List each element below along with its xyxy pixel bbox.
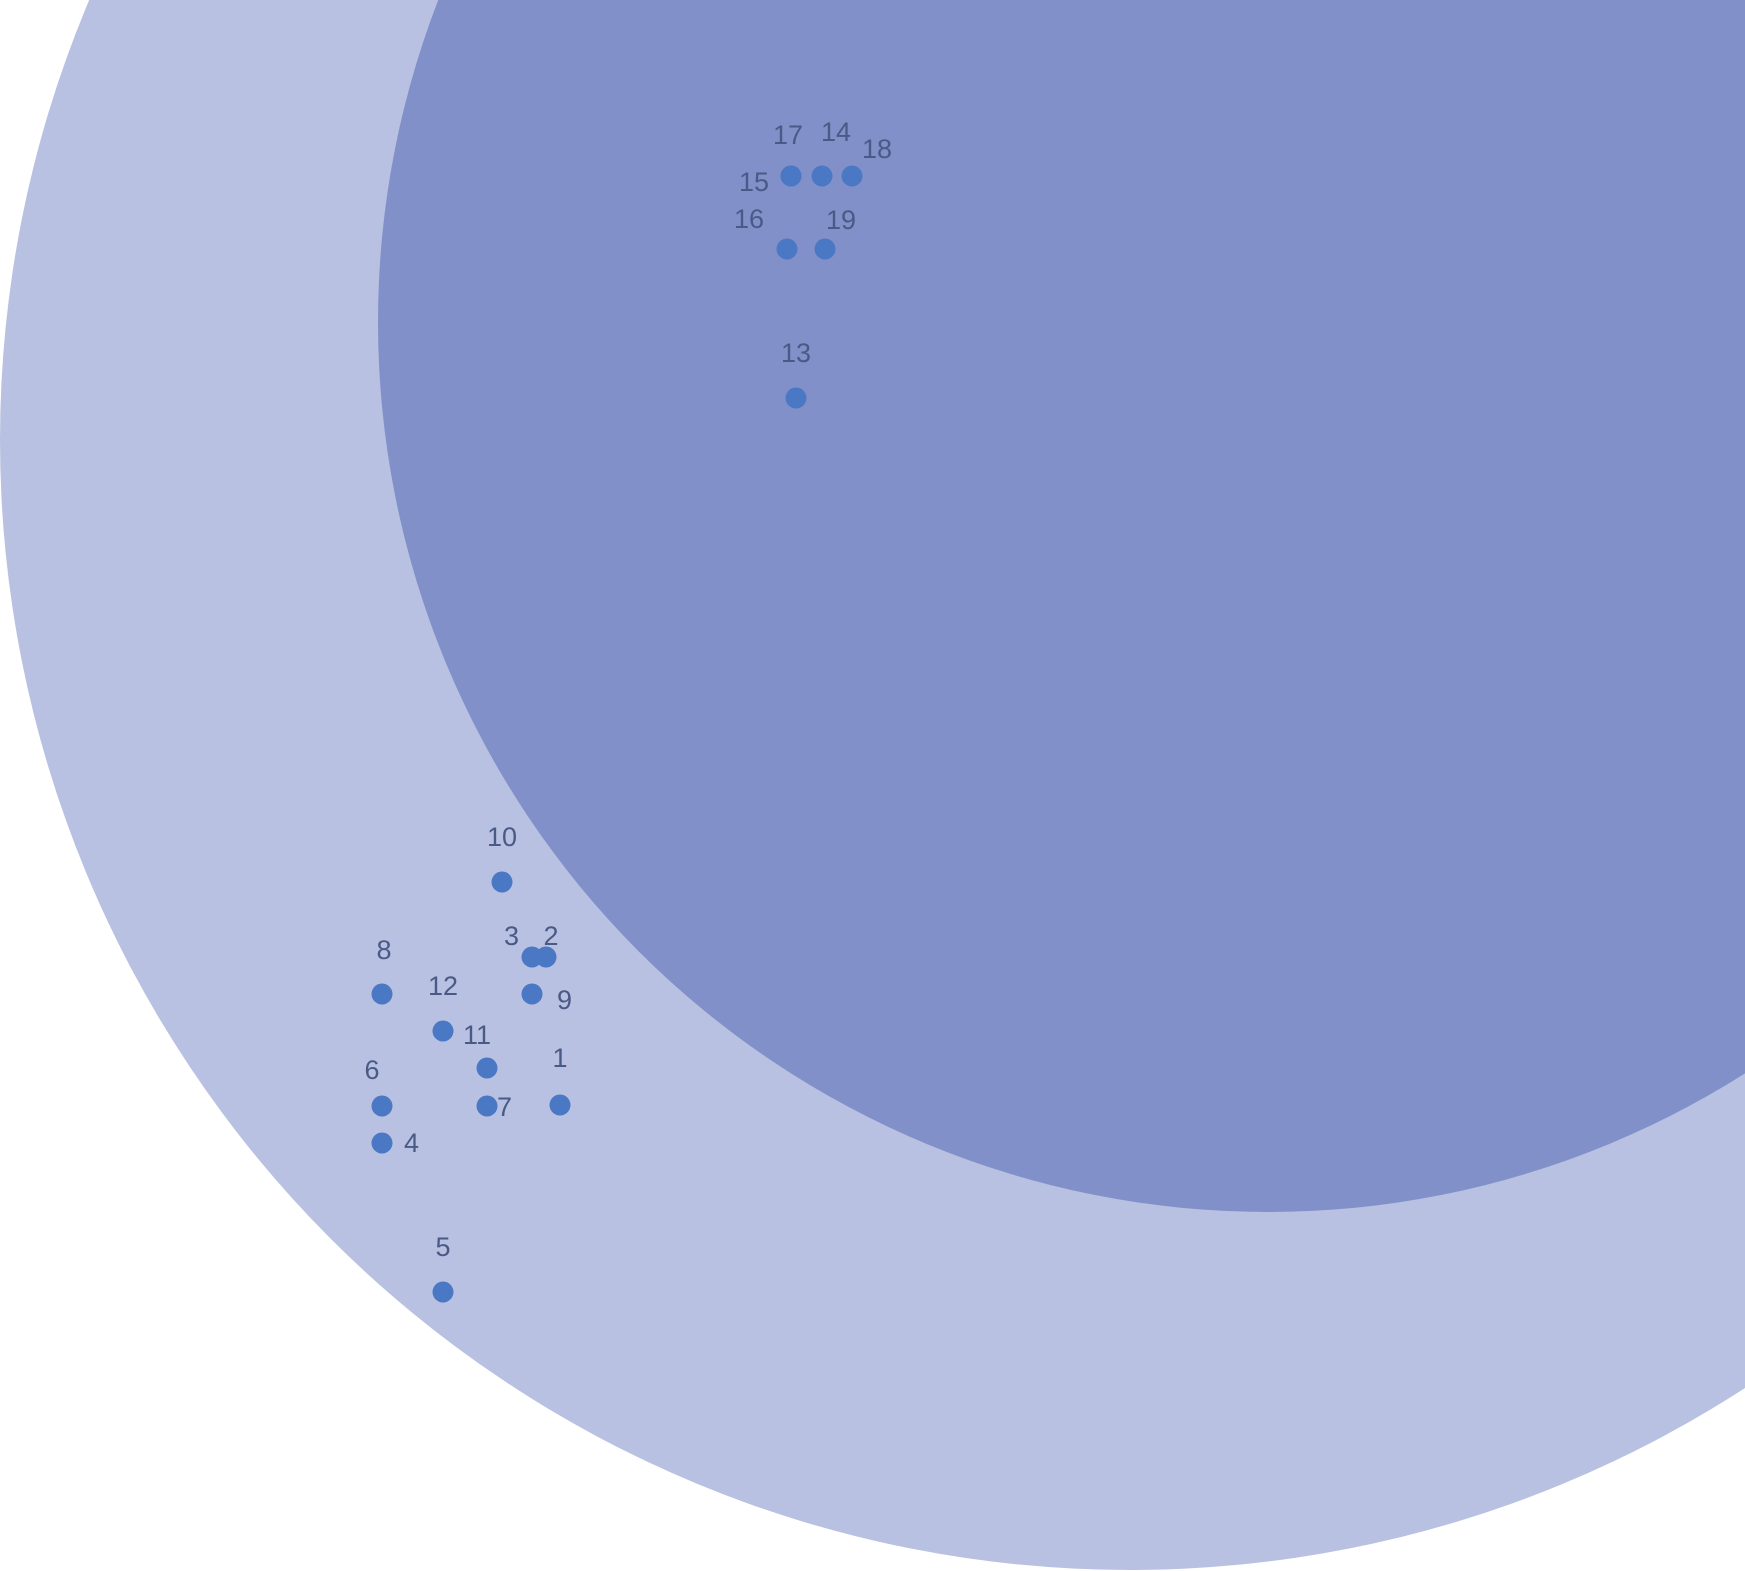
data-label-12: 12 [428, 971, 458, 1001]
points-layer [371, 165, 863, 1303]
data-point-19 [814, 238, 836, 260]
data-label-1: 1 [552, 1043, 567, 1073]
data-point-3 [521, 946, 543, 968]
data-point-9 [521, 983, 543, 1005]
data-label-13: 13 [781, 338, 811, 368]
data-label-15: 15 [739, 167, 769, 197]
data-point-12 [432, 1020, 454, 1042]
data-label-5: 5 [435, 1232, 450, 1262]
data-point-1 [549, 1094, 571, 1116]
data-label-4: 4 [404, 1128, 419, 1158]
data-label-14: 14 [821, 117, 851, 147]
data-point-10 [491, 871, 513, 893]
data-point-18 [841, 165, 863, 187]
data-point-5 [432, 1281, 454, 1303]
data-label-10: 10 [487, 822, 517, 852]
data-label-2: 2 [543, 921, 558, 951]
data-point-6 [371, 1095, 393, 1117]
data-label-11: 11 [463, 1020, 491, 1050]
data-point-16 [776, 238, 798, 260]
data-point-8 [371, 983, 393, 1005]
data-label-16: 16 [734, 204, 764, 234]
data-point-14 [811, 165, 833, 187]
data-label-18: 18 [862, 134, 892, 164]
data-label-19: 19 [826, 205, 856, 235]
data-point-13 [785, 387, 807, 409]
data-label-6: 6 [364, 1055, 379, 1085]
data-label-8: 8 [376, 935, 391, 965]
region-inner [378, 0, 1745, 1212]
data-label-3: 3 [504, 921, 519, 951]
data-point-4 [371, 1132, 393, 1154]
data-point-17 [780, 165, 802, 187]
data-label-9: 9 [557, 985, 572, 1015]
data-point-11 [476, 1057, 498, 1079]
data-label-7: 7 [497, 1092, 512, 1122]
data-point-7 [476, 1095, 498, 1117]
data-label-17: 17 [773, 120, 803, 150]
